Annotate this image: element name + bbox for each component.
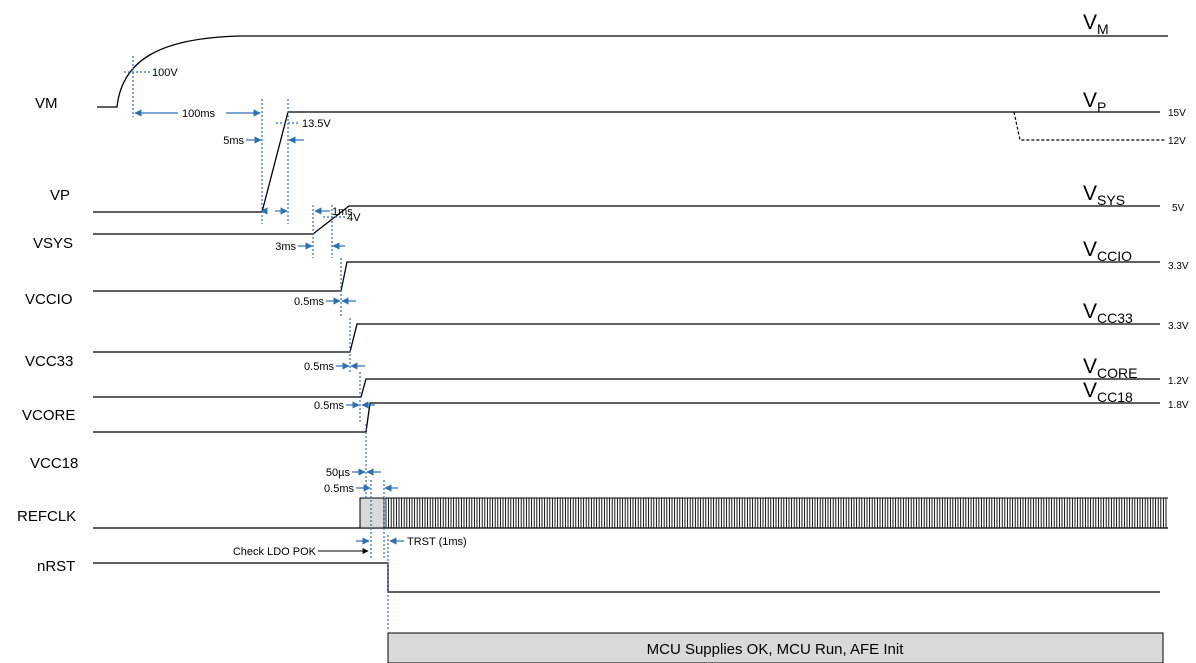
delay-label-refclk: 0.5ms: [324, 483, 354, 495]
level-vccio: 3.3V: [1168, 261, 1189, 272]
waveform-vcore: [93, 378, 1160, 398]
waveform-vp: [93, 111, 1160, 213]
signal-label-vcc33: VCC33: [25, 353, 73, 370]
delay-label-vcore: 0.5ms: [314, 400, 344, 412]
waveform-vm: [97, 35, 1168, 108]
refclk-clock-pulses: [385, 497, 1168, 528]
signal-label-refclk: REFCLK: [17, 508, 76, 525]
delay-label-vcc18: 50µs: [326, 467, 351, 479]
level-vsys: 5V: [1172, 203, 1185, 214]
waveform-vsys: [93, 205, 1160, 235]
signal-label-vccio: VCCIO: [25, 291, 73, 308]
delay-label-3ms: 3ms: [275, 241, 296, 253]
signal-label-vcc18: VCC18: [30, 455, 78, 472]
rail-name-vcore: VCORE: [1083, 355, 1137, 381]
level-vp: 15V: [1168, 108, 1186, 119]
level-vp-alt: 12V: [1168, 136, 1186, 147]
waveform-nrst: [93, 562, 1160, 593]
rail-name-vm: VM: [1083, 11, 1109, 37]
threshold-label-vsys: 4V: [347, 212, 361, 224]
trst-label: TRST (1ms): [407, 536, 467, 548]
rail-name-vcc33: VCC33: [1083, 300, 1133, 326]
rail-name-vccio: VCCIO: [1083, 238, 1132, 264]
threshold-label-vp: 13.5V: [302, 118, 331, 130]
rail-name-vsys: VSYS: [1083, 182, 1125, 208]
rail-name-vp: VP: [1083, 89, 1106, 115]
signal-label-vsys: VSYS: [33, 235, 73, 252]
level-vcore: 1.2V: [1168, 376, 1189, 387]
waveform-vcc33: [93, 323, 1160, 353]
waveform-vp-alt-12v: [1013, 111, 1165, 141]
delay-label-vcc33: 0.5ms: [304, 361, 334, 373]
rail-name-vcc18: VCC18: [1083, 379, 1133, 405]
delay-label-5ms: 5ms: [223, 135, 244, 147]
refclk-enable-box: [359, 497, 385, 529]
waveform-vcc18: [93, 402, 1160, 433]
signal-label-vp: VP: [50, 187, 70, 204]
refclk-pulse-train: [385, 497, 1168, 528]
signal-label-nrst: nRST: [37, 558, 75, 575]
level-vcc18: 1.8V: [1168, 400, 1189, 411]
level-vcc33: 3.3V: [1168, 321, 1189, 332]
check-ldo-label: Check LDO POK: [233, 546, 317, 558]
delay-label-1ms: 1ms: [332, 206, 353, 218]
delay-label-vccio: 0.5ms: [294, 296, 324, 308]
mcu-status-text: MCU Supplies OK, MCU Run, AFE Init: [647, 641, 905, 658]
signal-label-vcore: VCORE: [22, 407, 75, 424]
signal-label-vm: VM: [35, 95, 58, 112]
waveform-vccio: [93, 261, 1160, 292]
delay-label-100ms: 100ms: [182, 108, 216, 120]
mcu-status-bar: [387, 632, 1164, 663]
threshold-label-vm: 100V: [152, 67, 178, 79]
